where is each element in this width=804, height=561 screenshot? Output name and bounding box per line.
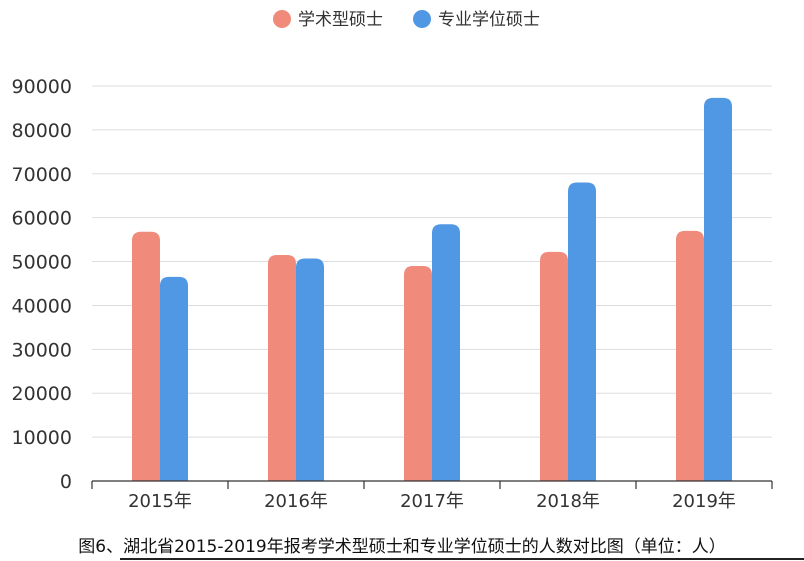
bar-2017年-series-2 xyxy=(432,224,460,481)
bar-2019年-series-2 xyxy=(704,97,732,481)
bar-series xyxy=(132,97,732,482)
legend-label-2: 专业学位硕士 xyxy=(438,10,540,30)
y-tick-label: 50000 xyxy=(12,252,72,274)
figure-caption: 图6、湖北省2015-2019年报考学术型硕士和专业学位硕士的人数对比图（单位：… xyxy=(78,537,726,557)
legend-marker-1 xyxy=(273,10,291,28)
y-tick-label: 80000 xyxy=(12,120,72,142)
legend-marker-2 xyxy=(413,10,431,28)
x-tick-label: 2017年 xyxy=(400,491,464,512)
x-tick-label: 2016年 xyxy=(264,491,328,512)
x-axis: 2015年 2016年 2017年 2018年 2019年 xyxy=(91,480,773,512)
x-tick-label: 2019年 xyxy=(672,491,736,512)
caption-underline xyxy=(120,558,804,560)
bar-2015年-series-2 xyxy=(160,276,188,481)
y-tick-label: 10000 xyxy=(12,427,72,449)
x-tick-label: 2018年 xyxy=(536,491,600,512)
bar-2015年-series-1 xyxy=(132,231,160,481)
bar-2018年-series-2 xyxy=(568,182,596,482)
legend-label-1: 学术型硕士 xyxy=(298,10,383,30)
y-tick-label: 30000 xyxy=(12,339,72,361)
y-tick-label: 70000 xyxy=(12,164,72,186)
y-tick-label: 90000 xyxy=(12,76,72,98)
bar-2016年-series-1 xyxy=(268,254,296,481)
bar-2019年-series-1 xyxy=(676,230,704,481)
chart-legend: 学术型硕士 专业学位硕士 xyxy=(273,10,540,30)
bar-2016年-series-2 xyxy=(296,258,324,481)
y-tick-label: 20000 xyxy=(12,383,72,405)
y-axis-ticks: 0 10000 20000 30000 40000 50000 60000 70000 8000… xyxy=(12,76,72,493)
y-tick-label: 40000 xyxy=(12,295,72,317)
y-tick-label: 60000 xyxy=(12,208,72,230)
y-tick-label: 0 xyxy=(60,471,72,493)
bar-2018年-series-1 xyxy=(540,251,568,481)
x-tick-label: 2015年 xyxy=(128,491,192,512)
bar-2017年-series-1 xyxy=(404,265,432,481)
